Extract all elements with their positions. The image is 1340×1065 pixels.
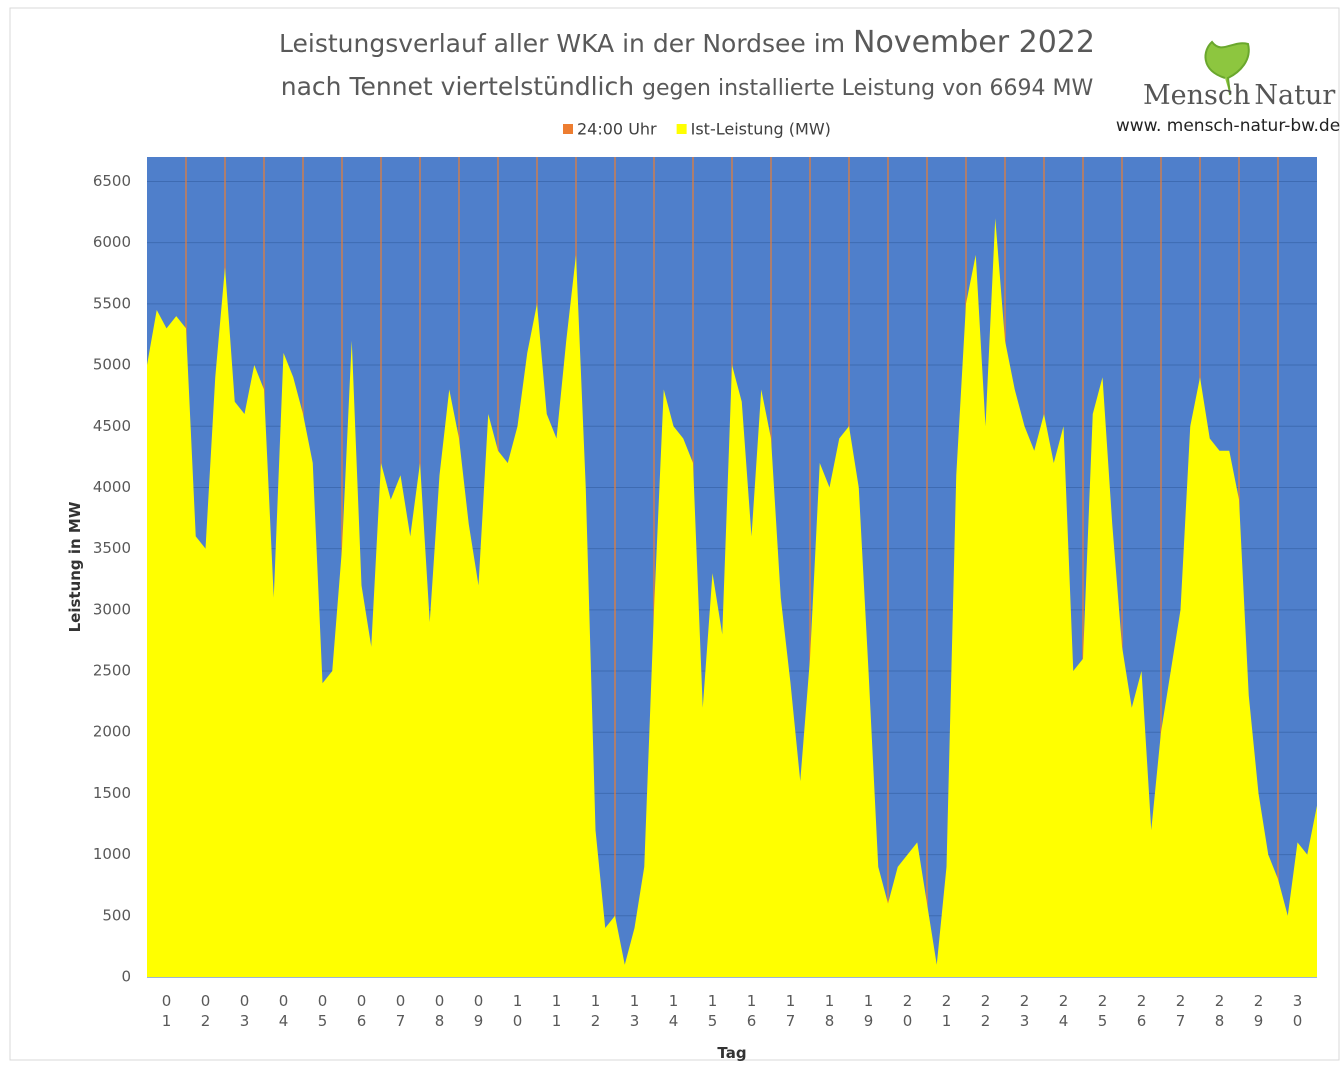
subtitle-detail: gegen installierte Leistung von 6694 MW bbox=[642, 76, 1093, 101]
y-tick-label: 6500 bbox=[93, 172, 131, 190]
x-tick-label: 18 bbox=[821, 992, 839, 1032]
x-tick-label: 21 bbox=[938, 992, 956, 1032]
x-tick-label: 29 bbox=[1250, 992, 1268, 1032]
chart-border bbox=[9, 7, 1340, 1061]
logo: Mensch Natur www. mensch-natur-bw.de bbox=[1116, 40, 1340, 136]
logo-text: Mensch Natur bbox=[1143, 80, 1335, 111]
title-text: Leistungsverlauf aller WKA in der Nordse… bbox=[279, 29, 845, 58]
legend-swatch bbox=[563, 124, 573, 134]
legend-label: Ist-Leistung (MW) bbox=[691, 120, 831, 139]
x-tick-label: 30 bbox=[1289, 992, 1307, 1032]
x-tick-label: 08 bbox=[431, 992, 449, 1032]
x-tick-label: 10 bbox=[509, 992, 527, 1032]
x-tick-label: 23 bbox=[1016, 992, 1034, 1032]
x-tick-label: 07 bbox=[392, 992, 410, 1032]
x-tick-label: 11 bbox=[548, 992, 566, 1032]
y-tick-label: 3500 bbox=[93, 539, 131, 557]
x-tick-label: 22 bbox=[977, 992, 995, 1032]
x-axis-label: Tag bbox=[717, 1044, 746, 1061]
x-tick-label: 17 bbox=[782, 992, 800, 1032]
x-tick-label: 15 bbox=[704, 992, 722, 1032]
y-tick-label: 2000 bbox=[93, 723, 131, 741]
title-highlight: November 2022 bbox=[853, 25, 1095, 60]
logo-right: Natur bbox=[1254, 80, 1335, 111]
y-tick-label: 1500 bbox=[93, 784, 131, 802]
logo-url: www. mensch-natur-bw.de bbox=[1116, 116, 1340, 136]
x-tick-label: 13 bbox=[626, 992, 644, 1032]
y-tick-label: 4000 bbox=[93, 478, 131, 496]
y-tick-label: 5500 bbox=[93, 294, 131, 312]
y-axis-label: Leistung in MW bbox=[66, 501, 84, 632]
chart-subtitle: nach Tennet viertelstündlich gegen insta… bbox=[281, 72, 1094, 101]
x-tick-label: 12 bbox=[587, 992, 605, 1032]
x-tick-label: 03 bbox=[236, 992, 254, 1032]
legend-swatch bbox=[676, 124, 687, 134]
x-tick-label: 26 bbox=[1133, 992, 1151, 1032]
x-tick-label: 05 bbox=[314, 992, 332, 1032]
y-tick-label: 5000 bbox=[93, 356, 131, 374]
y-tick-label: 6000 bbox=[93, 233, 131, 251]
x-tick-label: 06 bbox=[353, 992, 371, 1032]
x-tick-label: 16 bbox=[743, 992, 761, 1032]
logo-leaf bbox=[1204, 40, 1250, 96]
x-tick-label: 25 bbox=[1094, 992, 1112, 1032]
x-tick-label: 24 bbox=[1055, 992, 1073, 1032]
x-tick-label: 20 bbox=[899, 992, 917, 1032]
x-tick-label: 02 bbox=[197, 992, 215, 1032]
y-tick-label: 3000 bbox=[93, 600, 131, 618]
y-tick-label: 0 bbox=[121, 968, 131, 986]
y-tick-label: 4500 bbox=[93, 417, 131, 435]
x-tick-label: 04 bbox=[275, 992, 293, 1032]
x-tick-label: 09 bbox=[470, 992, 488, 1032]
y-tick-label: 1000 bbox=[93, 845, 131, 863]
x-tick-label: 01 bbox=[158, 992, 176, 1032]
y-tick-label: 2500 bbox=[93, 662, 131, 680]
x-tick-label: 28 bbox=[1211, 992, 1229, 1032]
legend-label: 24:00 Uhr bbox=[577, 120, 657, 139]
subtitle-text: nach Tennet viertelstündlich bbox=[281, 72, 634, 101]
x-tick-label: 27 bbox=[1172, 992, 1190, 1032]
chart-title: Leistungsverlauf aller WKA in der Nordse… bbox=[279, 25, 1095, 60]
y-tick-label: 500 bbox=[102, 906, 131, 924]
area bbox=[147, 218, 1317, 977]
logo-left: Mensch bbox=[1143, 80, 1250, 111]
legend: 24:00 Uhr Ist-Leistung (MW) bbox=[563, 120, 831, 139]
x-tick-label: 14 bbox=[665, 992, 683, 1032]
x-tick-label: 19 bbox=[860, 992, 878, 1032]
